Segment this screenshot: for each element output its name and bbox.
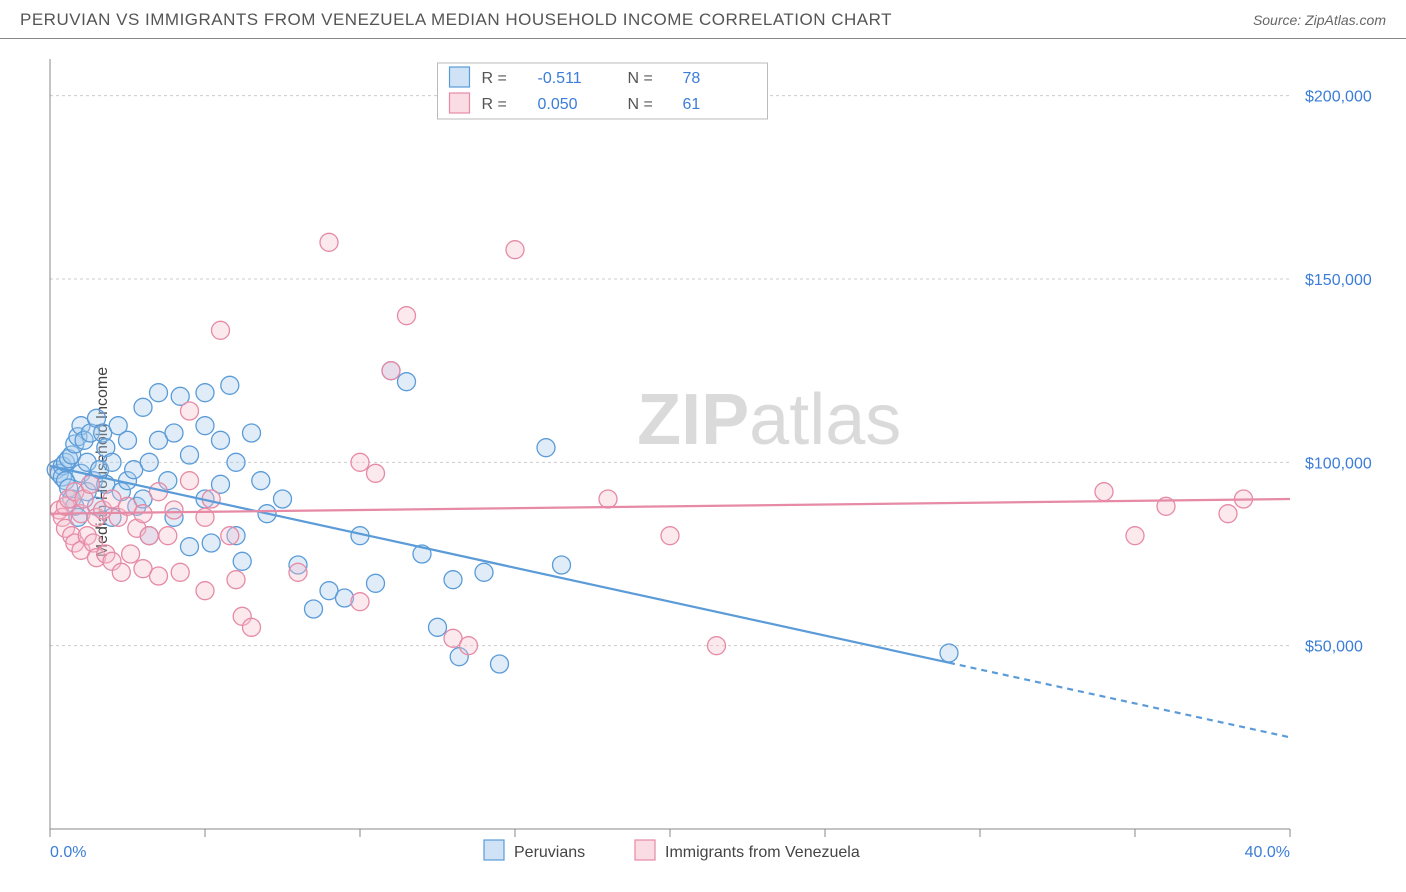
data-point [112, 563, 130, 581]
data-point [444, 571, 462, 589]
data-point [227, 453, 245, 471]
data-point [274, 490, 292, 508]
data-point [661, 527, 679, 545]
data-point [227, 571, 245, 589]
data-point [243, 618, 261, 636]
data-point [212, 431, 230, 449]
x-tick-label: 0.0% [50, 844, 86, 861]
data-point [165, 501, 183, 519]
data-point [599, 490, 617, 508]
data-point [150, 384, 168, 402]
data-point [1095, 483, 1113, 501]
x-tick-label: 40.0% [1245, 844, 1290, 861]
chart-area: Median Household Income $50,000$100,000$… [0, 39, 1406, 884]
data-point [398, 307, 416, 325]
data-point [367, 464, 385, 482]
legend-series-label: Immigrants from Venezuela [665, 844, 860, 861]
data-point [398, 373, 416, 391]
chart-header: PERUVIAN VS IMMIGRANTS FROM VENEZUELA ME… [0, 0, 1406, 39]
data-point [460, 637, 478, 655]
data-point [351, 453, 369, 471]
legend-r-value: -0.511 [538, 70, 582, 87]
data-point [119, 431, 137, 449]
legend-r-label: R = [482, 96, 507, 113]
legend-r-value: 0.050 [538, 96, 578, 113]
y-tick-label: $100,000 [1305, 455, 1372, 472]
legend-n-label: N = [628, 96, 653, 113]
data-point [212, 321, 230, 339]
data-point [103, 453, 121, 471]
data-point [491, 655, 509, 673]
chart-source: Source: ZipAtlas.com [1253, 12, 1386, 28]
watermark: ZIPatlas [637, 380, 901, 460]
data-point [233, 552, 251, 570]
data-point [181, 538, 199, 556]
data-point [553, 556, 571, 574]
legend-swatch [484, 840, 504, 860]
data-point [289, 563, 307, 581]
data-point [196, 417, 214, 435]
y-tick-label: $150,000 [1305, 272, 1372, 289]
data-point [165, 424, 183, 442]
data-point [181, 472, 199, 490]
legend-swatch [635, 840, 655, 860]
data-point [196, 582, 214, 600]
data-point [367, 574, 385, 592]
data-point [382, 362, 400, 380]
legend-swatch [450, 67, 470, 87]
data-point [196, 384, 214, 402]
data-point [1126, 527, 1144, 545]
legend-n-label: N = [628, 70, 653, 87]
data-point [708, 637, 726, 655]
data-point [252, 472, 270, 490]
trend-line-extrapolated [949, 663, 1290, 738]
data-point [506, 241, 524, 259]
data-point [140, 453, 158, 471]
data-point [181, 402, 199, 420]
legend-n-value: 61 [683, 96, 701, 113]
data-point [171, 563, 189, 581]
data-point [122, 545, 140, 563]
data-point [140, 527, 158, 545]
data-point [221, 376, 239, 394]
data-point [221, 527, 239, 545]
data-point [181, 446, 199, 464]
y-tick-label: $200,000 [1305, 89, 1372, 106]
data-point [320, 233, 338, 251]
scatter-plot: $50,000 $100,000 $150,000 $200,000 ZIPatlas 0… [45, 49, 1400, 884]
data-point [202, 534, 220, 552]
data-point [81, 475, 99, 493]
legend-series-label: Peruvians [514, 844, 585, 861]
data-point [305, 600, 323, 618]
legend-swatch [450, 93, 470, 113]
legend-n-value: 78 [683, 70, 701, 87]
data-point [150, 567, 168, 585]
data-point [351, 593, 369, 611]
data-point [475, 563, 493, 581]
data-point [537, 439, 555, 457]
data-point [429, 618, 447, 636]
data-point [243, 424, 261, 442]
chart-title: PERUVIAN VS IMMIGRANTS FROM VENEZUELA ME… [20, 10, 892, 30]
data-point [940, 644, 958, 662]
data-point [1219, 505, 1237, 523]
data-point [159, 527, 177, 545]
legend-r-label: R = [482, 70, 507, 87]
data-point [134, 398, 152, 416]
y-tick-label: $50,000 [1305, 639, 1363, 656]
